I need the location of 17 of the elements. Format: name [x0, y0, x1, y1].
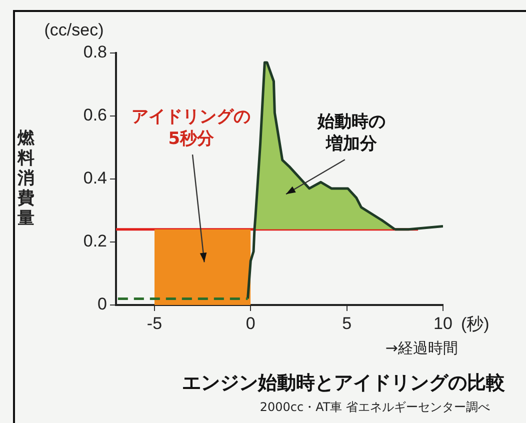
- y-axis-title: 燃料消費量: [16, 128, 36, 228]
- x-tick-label: 5: [342, 314, 352, 333]
- x-axis-title: →経過時間: [385, 338, 458, 357]
- y-tick-label: 0: [98, 294, 107, 314]
- x-tick-label: 0: [246, 314, 256, 333]
- y-tick-label: 0.6: [83, 106, 107, 125]
- annotation: 始動時の増加分: [316, 112, 386, 154]
- y-tick-label: 0.2: [83, 232, 107, 251]
- text: エンジン始動時とアイドリングの比較: [181, 371, 505, 396]
- text: (秒): [461, 314, 490, 334]
- annotation: アイドリングの5秒分: [132, 107, 251, 150]
- x-tick-label: -5: [146, 314, 162, 333]
- y-tick-label: 0.8: [83, 42, 107, 62]
- y-tick-label: 0.4: [83, 168, 107, 188]
- text: (cc/sec): [44, 20, 104, 40]
- text: 2000cc・AT車 省エネルギーセンター調べ: [258, 399, 490, 416]
- x-tick-label: 10: [434, 314, 452, 333]
